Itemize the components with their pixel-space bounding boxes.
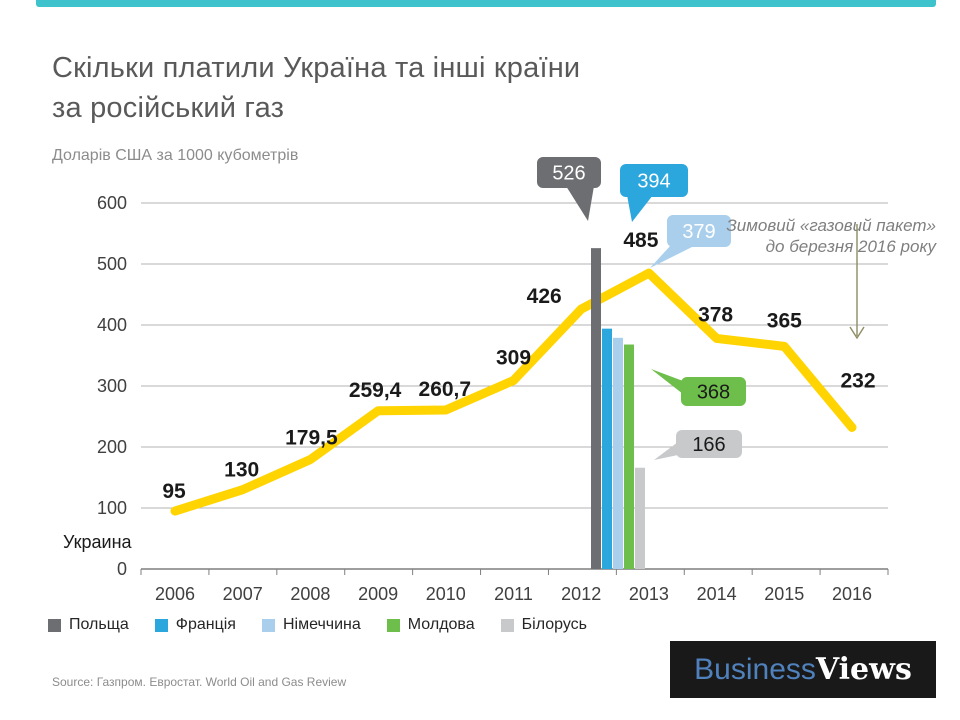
y-axis-tick-label: 500 xyxy=(97,254,127,274)
y-axis-tick-label: 200 xyxy=(97,437,127,457)
callout-pointer xyxy=(651,369,683,394)
bar-1 xyxy=(591,248,601,569)
y-axis-tick-label: 400 xyxy=(97,315,127,335)
x-axis-year-label: 2015 xyxy=(764,584,804,604)
callout-value-label: 166 xyxy=(692,434,725,456)
line-data-label: 378 xyxy=(698,303,733,326)
line-data-label: 179,5 xyxy=(285,427,338,450)
callout-pointer xyxy=(650,245,696,268)
legend-item: Німеччина xyxy=(261,616,361,634)
bar-2 xyxy=(602,328,612,569)
line-data-label: 260,7 xyxy=(419,378,472,401)
line-data-label: 365 xyxy=(767,309,802,332)
legend-swatch xyxy=(500,618,514,632)
businessviews-logo: Business Views xyxy=(670,641,936,698)
legend-swatch xyxy=(261,618,275,632)
y-axis-tick-label: 300 xyxy=(97,376,127,396)
callout-box xyxy=(681,377,746,406)
callout-box xyxy=(667,215,731,247)
line-data-label: 232 xyxy=(840,369,875,392)
x-axis-year-label: 2006 xyxy=(155,584,195,604)
title-line-2: за російський газ xyxy=(52,92,285,124)
bar-3 xyxy=(613,337,623,569)
callout-value-label: 379 xyxy=(682,221,715,243)
line-data-label: 309 xyxy=(496,347,531,370)
y-axis-tick-label: 600 xyxy=(97,193,127,213)
x-axis-year-label: 2016 xyxy=(832,584,872,604)
x-axis-year-label: 2008 xyxy=(290,584,330,604)
x-axis-year-label: 2009 xyxy=(358,584,398,604)
legend-swatch xyxy=(386,618,400,632)
annotation-line-1: Зимовий «газовий пакет» xyxy=(726,216,936,235)
bar-5 xyxy=(635,467,645,569)
y-axis-tick-label: 0 xyxy=(117,559,127,579)
line-data-label: 485 xyxy=(623,229,658,252)
callout-pointer xyxy=(627,195,653,222)
legend-label: Білорусь xyxy=(521,616,587,633)
callout-box xyxy=(620,164,688,197)
title-line-1: Скільки платили Україна та інші країни xyxy=(52,52,581,84)
legend-item: Білорусь xyxy=(500,616,587,634)
legend-swatch xyxy=(48,618,61,632)
line-data-label: 259,4 xyxy=(349,379,402,402)
page-title: Скільки платили Україна та інші країни з… xyxy=(52,48,752,128)
legend-item: Франція xyxy=(154,616,236,634)
callout-value-label: 394 xyxy=(637,171,670,193)
source-note: Source: Газпром. Евростат. World Oil and… xyxy=(52,675,347,689)
callout-pointer xyxy=(654,442,678,460)
callout-value-label: 526 xyxy=(552,163,585,185)
line-series-label: Украина xyxy=(63,532,133,552)
legend-label: Молдова xyxy=(407,616,475,633)
bar-4 xyxy=(624,344,634,569)
x-axis-year-label: 2010 xyxy=(426,584,466,604)
legend-label: Німеччина xyxy=(282,616,361,633)
x-axis-year-label: 2014 xyxy=(697,584,737,604)
chart-units-subtitle: Доларів США за 1000 кубометрів xyxy=(52,147,299,164)
callout-box xyxy=(537,157,601,188)
x-axis-year-label: 2013 xyxy=(629,584,669,604)
legend-label: Польща xyxy=(69,616,129,633)
line-data-label: 95 xyxy=(162,480,186,503)
ukraine-price-line xyxy=(170,268,857,516)
legend-swatch xyxy=(154,618,168,632)
legend-item: Молдова xyxy=(386,616,475,634)
y-axis-tick-label: 100 xyxy=(97,498,127,518)
top-accent-bar xyxy=(36,0,936,7)
line-data-label: 426 xyxy=(527,285,562,308)
legend-item: Польща xyxy=(48,616,129,634)
line-data-label: 130 xyxy=(224,459,259,482)
x-axis-year-label: 2012 xyxy=(561,584,601,604)
chart-legend: Польща Франція Німеччина Молдова Білорусь xyxy=(48,616,587,634)
logo-text-views: Views xyxy=(815,652,912,687)
x-axis-year-label: 2007 xyxy=(223,584,263,604)
x-axis-year-label: 2011 xyxy=(494,584,533,604)
annotation-arrow-head xyxy=(849,326,865,340)
callout-box xyxy=(676,430,742,458)
legend-label: Франція xyxy=(175,616,236,633)
callout-pointer xyxy=(566,186,594,221)
logo-text-business: Business xyxy=(694,652,816,686)
callout-value-label: 368 xyxy=(697,382,730,404)
annotation-line-2: до березня 2016 року xyxy=(766,237,938,256)
